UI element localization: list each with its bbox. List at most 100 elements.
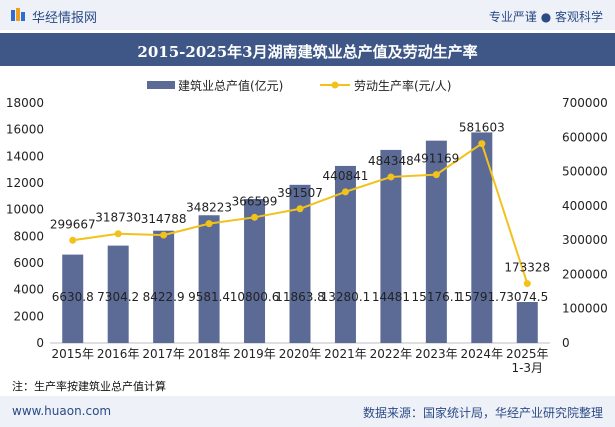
y-right-tick-label: 600000 bbox=[562, 130, 608, 144]
footer-bar: www.huaon.com 数据来源：国家统计局，华经产业研究院整理 bbox=[0, 396, 615, 427]
legend-line-label: 劳动生产率(元/人) bbox=[354, 79, 452, 93]
line-value-label: 348223 bbox=[186, 201, 232, 215]
x-tick-label: 2024年 bbox=[461, 347, 504, 361]
x-tick-label-line: 2022年 bbox=[370, 347, 413, 361]
y-left-tick-label: 12000 bbox=[6, 176, 44, 190]
x-tick-label: 2017年 bbox=[142, 347, 185, 361]
x-tick-label-line: 2018年 bbox=[188, 347, 231, 361]
x-tick-label: 2020年 bbox=[279, 347, 322, 361]
y-left-tick-label: 14000 bbox=[6, 149, 44, 163]
x-tick-label-line: 2021年 bbox=[324, 347, 367, 361]
bar-value-label: 9581.4 bbox=[188, 290, 230, 304]
chart-title: 2015-2025年3月湖南建筑业总产值及劳动生产率 bbox=[137, 43, 478, 61]
x-tick-label-line: 2023年 bbox=[415, 347, 458, 361]
bar-value-label: 14481 bbox=[372, 290, 410, 304]
bar-value-label: 7304.2 bbox=[97, 290, 139, 304]
y-right-tick-label: 500000 bbox=[562, 165, 608, 179]
legend-bar-swatch bbox=[147, 81, 175, 89]
line-value-label: 491169 bbox=[413, 152, 459, 166]
line-point-7 bbox=[341, 188, 349, 196]
line-value-label: 484348 bbox=[368, 154, 414, 168]
bar-value-label: 13280.1 bbox=[321, 290, 371, 304]
bar-2 bbox=[107, 245, 129, 343]
line-point-4 bbox=[205, 220, 213, 228]
legend-bar-label: 建筑业总产值(亿元) bbox=[178, 79, 284, 93]
x-tick-label: 2023年 bbox=[415, 347, 458, 361]
line-point-9 bbox=[432, 171, 440, 179]
bar-9 bbox=[425, 140, 447, 343]
line-point-3 bbox=[160, 231, 168, 239]
bar-value-label: 8422.9 bbox=[143, 290, 185, 304]
x-tick-label: 2015年 bbox=[51, 347, 94, 361]
y-left-tick-label: 18000 bbox=[6, 96, 44, 110]
x-tick-label-line: 2015年 bbox=[51, 347, 94, 361]
y-right-tick-label: 700000 bbox=[562, 96, 608, 110]
line-value-label: 318730 bbox=[95, 211, 141, 225]
y-right-tick-label: 400000 bbox=[562, 199, 608, 213]
x-tick-label: 2022年 bbox=[370, 347, 413, 361]
bar-value-label: 15176.1 bbox=[412, 290, 462, 304]
y-right-tick-label: 0 bbox=[562, 336, 570, 350]
y-left-tick-label: 10000 bbox=[6, 203, 44, 217]
x-tick-label: 2016年 bbox=[97, 347, 140, 361]
tagline: 专业严谨 ● 客观科学 bbox=[488, 10, 603, 24]
bar-value-label: 15791.7 bbox=[457, 290, 507, 304]
line-value-label: 581603 bbox=[459, 121, 505, 135]
bar-value-label: 6630.8 bbox=[52, 290, 94, 304]
x-tick-label-line: 2019年 bbox=[233, 347, 276, 361]
line-value-label: 173328 bbox=[504, 261, 550, 275]
line-point-11 bbox=[523, 280, 531, 288]
bar-5 bbox=[244, 198, 266, 343]
line-point-2 bbox=[114, 230, 122, 238]
x-tick-label-line: 2024年 bbox=[461, 347, 504, 361]
x-tick-label: 2019年 bbox=[233, 347, 276, 361]
brand-name: 华经情报网 bbox=[32, 11, 98, 26]
y-left-tick-label: 4000 bbox=[13, 283, 44, 297]
bar-value-label: 10800.6 bbox=[230, 290, 280, 304]
line-value-label: 440841 bbox=[323, 169, 369, 183]
y-left-tick-label: 16000 bbox=[6, 123, 44, 137]
line-value-label: 314788 bbox=[141, 212, 187, 226]
bar-11 bbox=[516, 302, 538, 343]
line-point-5 bbox=[251, 213, 259, 221]
y-left-tick-label: 0 bbox=[36, 336, 44, 350]
x-tick-label-line: 2025年 bbox=[506, 347, 549, 361]
x-tick-label-line: 1-3月 bbox=[511, 361, 543, 375]
y-left-tick-label: 2000 bbox=[13, 309, 44, 323]
line-point-10 bbox=[478, 140, 486, 148]
bar-6 bbox=[289, 184, 311, 343]
x-tick-label-line: 2020年 bbox=[279, 347, 322, 361]
bar-1 bbox=[62, 254, 84, 343]
footnote: 注：生产率按建筑业总产值计算 bbox=[12, 380, 166, 393]
line-point-8 bbox=[387, 173, 395, 181]
bar-4 bbox=[198, 215, 220, 343]
bar-10 bbox=[471, 132, 493, 343]
chart-area: 0 2000 4000 6000 8000 10000 12000 14000 16000 180… bbox=[6, 96, 608, 375]
line-value-label: 391507 bbox=[277, 186, 323, 200]
line-point-6 bbox=[296, 205, 304, 213]
y-right-tick-label: 200000 bbox=[562, 267, 608, 281]
site-url: www.huaon.com bbox=[12, 404, 112, 418]
bar-3 bbox=[153, 230, 175, 343]
bar-7 bbox=[334, 165, 356, 343]
x-tick-label: 2018年 bbox=[188, 347, 231, 361]
title-bar: 2015-2025年3月湖南建筑业总产值及劳动生产率 bbox=[0, 33, 615, 66]
x-tick-label-line: 2017年 bbox=[142, 347, 185, 361]
bar-value-label: 11863.8 bbox=[275, 290, 325, 304]
bar-8 bbox=[380, 149, 402, 343]
line-value-label: 299667 bbox=[50, 217, 96, 231]
y-right-tick-label: 300000 bbox=[562, 233, 608, 247]
y-left-tick-label: 8000 bbox=[13, 229, 44, 243]
x-tick-label-line: 2016年 bbox=[97, 347, 140, 361]
x-tick-label: 2021年 bbox=[324, 347, 367, 361]
y-left-tick-label: 6000 bbox=[13, 256, 44, 270]
x-tick-label: 2025年 1-3月 bbox=[506, 347, 549, 375]
line-value-label: 366599 bbox=[232, 194, 278, 208]
huajing-logo-icon bbox=[11, 8, 25, 21]
chart-legend: 建筑业总产值(亿元) 劳动生产率(元/人) bbox=[0, 76, 615, 94]
y-right-tick-label: 100000 bbox=[562, 302, 608, 316]
line-point-1 bbox=[69, 236, 77, 244]
top-bar: 华经情报网 专业严谨 ● 客观科学 bbox=[0, 0, 615, 30]
legend-line-swatch bbox=[320, 81, 350, 89]
data-source: 数据来源：国家统计局，华经产业研究院整理 bbox=[362, 406, 603, 420]
